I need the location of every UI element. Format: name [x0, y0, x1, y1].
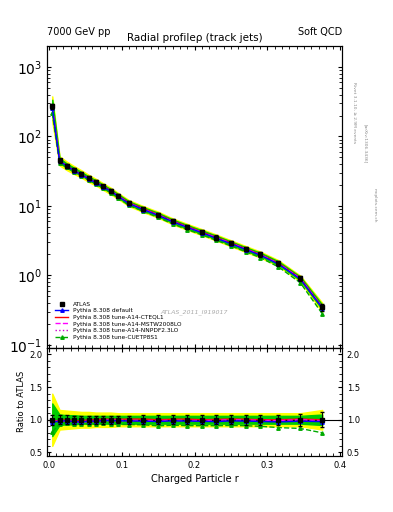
Text: Rivet 3.1.10, ≥ 2.9M events: Rivet 3.1.10, ≥ 2.9M events	[352, 82, 356, 143]
Text: [arXiv:1306.3436]: [arXiv:1306.3436]	[364, 124, 367, 163]
Text: mcplots.cern.ch: mcplots.cern.ch	[373, 187, 376, 222]
Y-axis label: Ratio to ATLAS: Ratio to ATLAS	[17, 371, 26, 433]
Text: Soft QCD: Soft QCD	[298, 27, 342, 37]
Title: Radial profileρ (track jets): Radial profileρ (track jets)	[127, 33, 263, 42]
Legend: ATLAS, Pythia 8.308 default, Pythia 8.308 tune-A14-CTEQL1, Pythia 8.308 tune-A14: ATLAS, Pythia 8.308 default, Pythia 8.30…	[53, 300, 184, 342]
Text: 7000 GeV pp: 7000 GeV pp	[47, 27, 111, 37]
Text: ATLAS_2011_I919017: ATLAS_2011_I919017	[161, 309, 228, 314]
X-axis label: Charged Particle r: Charged Particle r	[151, 474, 239, 484]
